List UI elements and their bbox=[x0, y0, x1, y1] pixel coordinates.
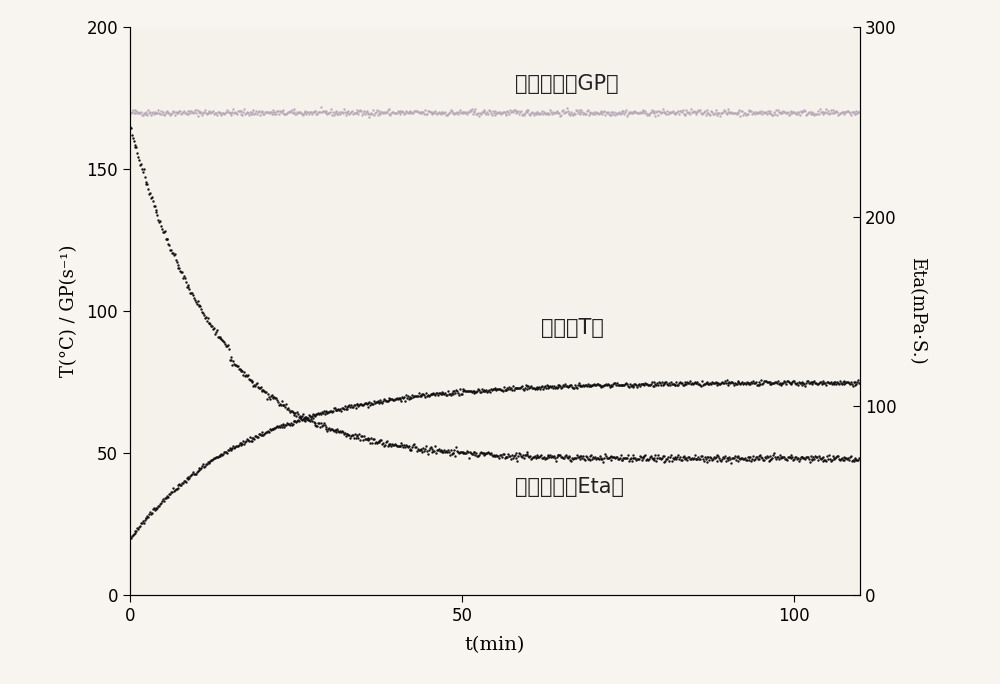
Text: 温度（T）: 温度（T） bbox=[541, 318, 604, 338]
Text: 剪切速率（GP）: 剪切速率（GP） bbox=[515, 74, 619, 94]
Y-axis label: Eta(mPa·S.): Eta(mPa·S.) bbox=[908, 257, 926, 365]
Text: 剪切黏度（Eta）: 剪切黏度（Eta） bbox=[515, 477, 624, 497]
Y-axis label: T(°C) / GP(s⁻¹): T(°C) / GP(s⁻¹) bbox=[60, 245, 78, 378]
X-axis label: t(min): t(min) bbox=[465, 636, 525, 654]
